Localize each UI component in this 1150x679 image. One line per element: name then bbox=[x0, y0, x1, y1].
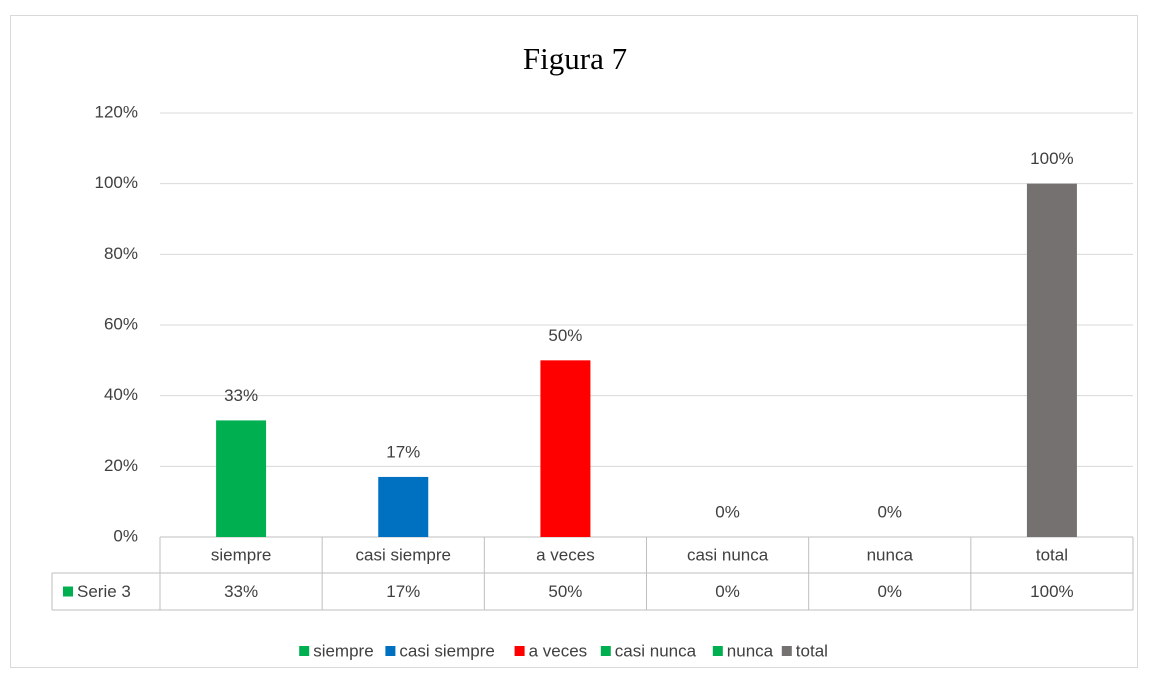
data-label: 33% bbox=[224, 386, 258, 405]
table-cell: 100% bbox=[1030, 582, 1073, 601]
legend-label: total bbox=[796, 641, 828, 660]
table-legend-key bbox=[63, 586, 73, 597]
y-tick-label: 0% bbox=[113, 526, 138, 545]
data-label: 17% bbox=[386, 442, 420, 461]
y-tick-label: 20% bbox=[104, 456, 138, 475]
table-series-name: Serie 3 bbox=[77, 582, 131, 601]
legend-label: casi siempre bbox=[399, 641, 494, 660]
legend-key bbox=[712, 646, 723, 656]
y-tick-label: 100% bbox=[95, 173, 138, 192]
table-cell: 33% bbox=[224, 582, 258, 601]
x-tick-label: casi nunca bbox=[687, 545, 769, 564]
x-tick-label: total bbox=[1036, 545, 1068, 564]
legend-key bbox=[781, 646, 792, 656]
table-cell: 50% bbox=[548, 582, 582, 601]
bar bbox=[378, 476, 429, 537]
data-label: 50% bbox=[548, 326, 582, 345]
legend-label: a veces bbox=[529, 641, 588, 660]
bar bbox=[1026, 183, 1077, 537]
bar bbox=[216, 420, 267, 537]
y-tick-label: 60% bbox=[104, 314, 138, 333]
bar bbox=[540, 360, 591, 537]
legend-key bbox=[385, 646, 396, 656]
x-tick-label: casi siempre bbox=[356, 545, 451, 564]
legend-key bbox=[514, 646, 525, 656]
table-cell: 17% bbox=[386, 582, 420, 601]
legend-label: casi nunca bbox=[615, 641, 697, 660]
legend-key bbox=[600, 646, 611, 656]
legend-label: nunca bbox=[727, 641, 774, 660]
data-label: 0% bbox=[877, 502, 902, 521]
chart-border bbox=[10, 15, 1138, 668]
x-tick-label: a veces bbox=[536, 545, 595, 564]
table-cell: 0% bbox=[877, 582, 902, 601]
y-tick-label: 40% bbox=[104, 385, 138, 404]
y-tick-label: 120% bbox=[95, 102, 138, 121]
y-tick-label: 80% bbox=[104, 244, 138, 263]
x-tick-label: nunca bbox=[867, 545, 914, 564]
legend-label: siempre bbox=[313, 641, 373, 660]
x-tick-label: siempre bbox=[211, 545, 271, 564]
data-label: 0% bbox=[715, 502, 740, 521]
chart-title: Figura 7 bbox=[523, 41, 627, 76]
legend-key bbox=[299, 646, 310, 656]
table-cell: 0% bbox=[715, 582, 740, 601]
data-label: 100% bbox=[1030, 149, 1073, 168]
